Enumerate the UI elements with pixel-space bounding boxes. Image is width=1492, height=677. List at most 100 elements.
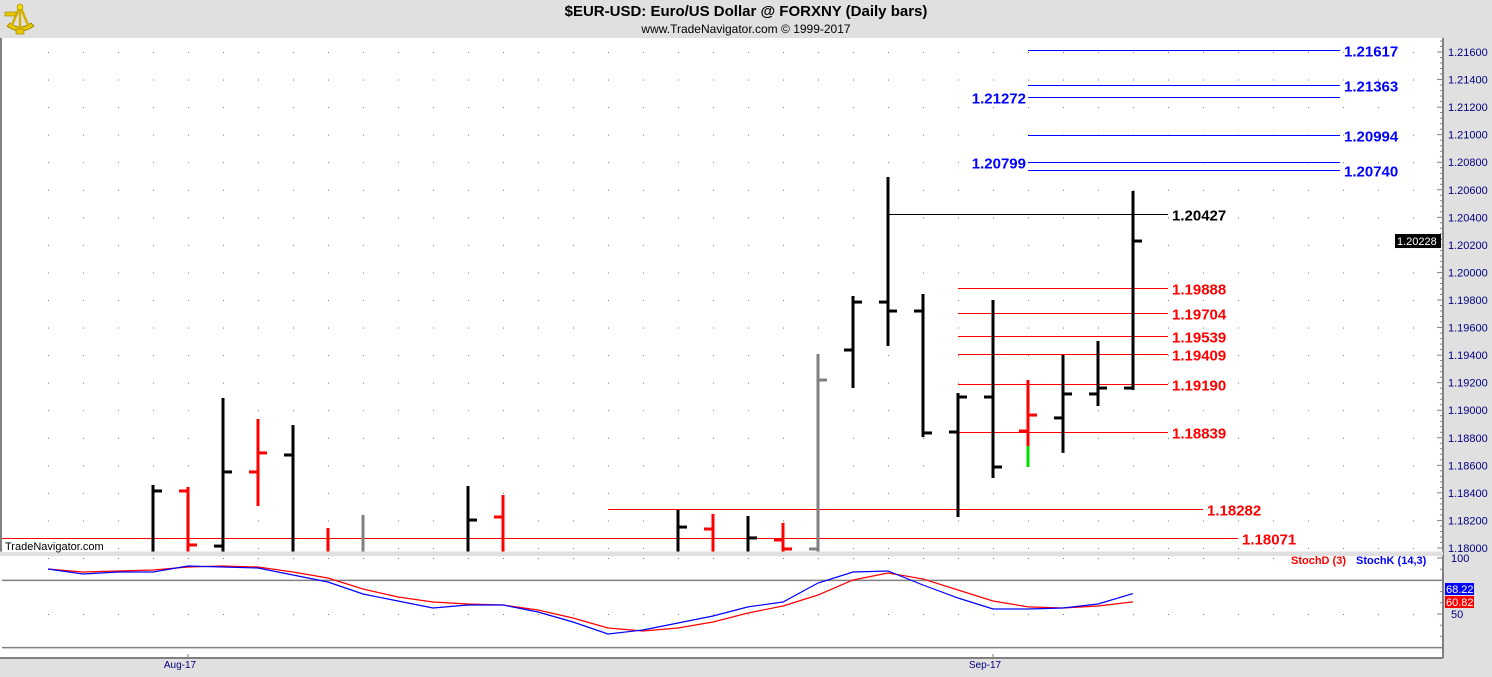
grid-dot — [433, 79, 434, 81]
grid-dot — [293, 189, 294, 191]
grid-dot — [1308, 244, 1309, 246]
grid-dot — [83, 382, 84, 384]
grid-dot — [993, 79, 994, 81]
grid-dot — [538, 134, 539, 136]
grid-dot — [153, 52, 154, 53]
grid-dot — [1203, 558, 1204, 559]
grid-dot — [1238, 382, 1239, 384]
grid-dot — [1308, 52, 1309, 53]
grid-dot — [888, 382, 889, 384]
grid-dot — [1343, 327, 1344, 329]
grid-dot — [48, 79, 49, 81]
grid-dot — [1238, 548, 1239, 549]
grid-dot — [363, 382, 364, 384]
grid-dot — [958, 327, 959, 329]
grid-dot — [83, 465, 84, 467]
grid-dot — [153, 272, 154, 274]
x-tick-label: Sep-17 — [969, 660, 1002, 671]
grid-dot — [1133, 614, 1134, 615]
grid-dot — [48, 217, 49, 219]
grid-dot — [468, 382, 469, 384]
grid-dot — [1203, 189, 1204, 191]
grid-dot — [573, 614, 574, 615]
grid-dot — [748, 492, 749, 494]
grid-dot — [713, 465, 714, 467]
grid-dot — [1378, 492, 1379, 494]
price-bars — [151, 176, 1142, 552]
grid-dot — [293, 327, 294, 329]
grid-dot — [1168, 300, 1169, 301]
grid-dot — [1238, 189, 1239, 191]
grid-dot — [993, 520, 994, 522]
grid-dot — [958, 548, 959, 549]
grid-dot — [853, 492, 854, 494]
grid-dot — [1203, 327, 1204, 329]
grid-dot — [1343, 614, 1344, 615]
grid-dot — [993, 244, 994, 246]
grid-dot — [1413, 162, 1414, 164]
grid-dot — [398, 134, 399, 136]
grid-dot — [1168, 382, 1169, 384]
grid-dot — [1203, 410, 1204, 412]
grid-dot — [608, 134, 609, 136]
grid-dot — [748, 300, 749, 301]
grid-dot — [1028, 558, 1029, 559]
grid-dot — [678, 107, 679, 109]
grid-dot — [398, 107, 399, 109]
grid-dot — [328, 272, 329, 274]
grid-dot — [1308, 355, 1309, 357]
grid-dot — [1133, 52, 1134, 53]
grid-dot — [958, 520, 959, 522]
grid-dot — [853, 558, 854, 559]
grid-dot — [853, 107, 854, 109]
grid-dot — [1378, 520, 1379, 522]
grid-dot — [748, 410, 749, 412]
grid-dot — [398, 244, 399, 246]
level-label: 1.21363 — [1344, 79, 1398, 96]
y-tick-label: 1.19200 — [1448, 378, 1488, 390]
grid-dot — [363, 300, 364, 301]
grid-dot — [888, 437, 889, 439]
grid-dot — [1203, 614, 1204, 615]
grid-dot — [818, 300, 819, 301]
ohlc-bar — [1054, 354, 1072, 453]
ohlc-bar — [676, 509, 687, 552]
grid-dot — [1343, 355, 1344, 357]
grid-dot — [468, 410, 469, 412]
grid-dot — [923, 217, 924, 219]
grid-dot — [1133, 410, 1134, 412]
grid-dot — [1028, 244, 1029, 246]
grid-dot — [363, 558, 364, 559]
grid-dot — [503, 614, 504, 615]
grid-dot — [363, 134, 364, 136]
grid-dot — [713, 244, 714, 246]
sextant-icon — [4, 3, 35, 35]
ohlc-bar — [214, 397, 232, 552]
grid-dot — [188, 79, 189, 81]
grid-dot — [643, 382, 644, 384]
grid-dot — [1168, 79, 1169, 81]
grid-dot — [1413, 548, 1414, 549]
grid-dot — [1203, 382, 1204, 384]
grid-dot — [1378, 382, 1379, 384]
grid-dot — [608, 558, 609, 559]
grid-dot — [1168, 272, 1169, 274]
grid-dot — [503, 272, 504, 274]
grid-dot — [83, 492, 84, 494]
y-tick-label: 1.18400 — [1448, 488, 1488, 500]
grid-dot — [608, 272, 609, 274]
grid-dot — [83, 614, 84, 615]
grid-dot — [1238, 558, 1239, 559]
grid-dot — [468, 107, 469, 109]
grid-dot — [853, 520, 854, 522]
grid-dot — [713, 614, 714, 615]
grid-dot — [503, 465, 504, 467]
grid-dot — [1133, 558, 1134, 559]
grid-dot — [433, 162, 434, 164]
grid-dot — [468, 300, 469, 301]
grid-dot — [258, 244, 259, 246]
grid-dot — [433, 548, 434, 549]
grid-dot — [643, 79, 644, 81]
grid-dot — [853, 548, 854, 549]
